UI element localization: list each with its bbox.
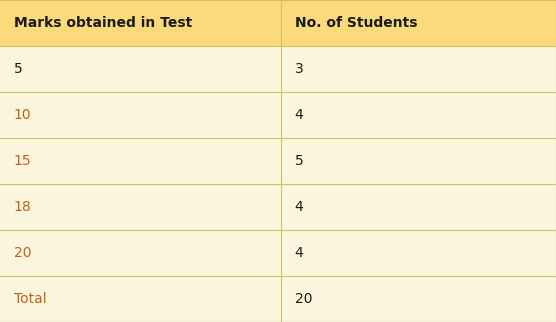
Text: 15: 15 [14,154,32,168]
FancyBboxPatch shape [281,0,556,46]
FancyBboxPatch shape [0,276,281,322]
FancyBboxPatch shape [0,46,281,92]
Text: 4: 4 [295,200,304,214]
FancyBboxPatch shape [0,184,281,230]
FancyBboxPatch shape [0,0,281,46]
FancyBboxPatch shape [0,138,281,184]
FancyBboxPatch shape [0,92,281,138]
Text: 3: 3 [295,62,304,76]
FancyBboxPatch shape [281,46,556,92]
Text: 10: 10 [14,108,32,122]
FancyBboxPatch shape [281,92,556,138]
Text: 4: 4 [295,246,304,260]
Text: 18: 18 [14,200,32,214]
FancyBboxPatch shape [281,184,556,230]
Text: 20: 20 [295,292,312,306]
Text: Total: Total [14,292,47,306]
Text: No. of Students: No. of Students [295,16,417,30]
FancyBboxPatch shape [281,230,556,276]
FancyBboxPatch shape [0,230,281,276]
Text: Marks obtained in Test: Marks obtained in Test [14,16,192,30]
FancyBboxPatch shape [281,276,556,322]
FancyBboxPatch shape [281,138,556,184]
Text: 20: 20 [14,246,31,260]
Text: 4: 4 [295,108,304,122]
Text: 5: 5 [14,62,23,76]
Text: 5: 5 [295,154,304,168]
